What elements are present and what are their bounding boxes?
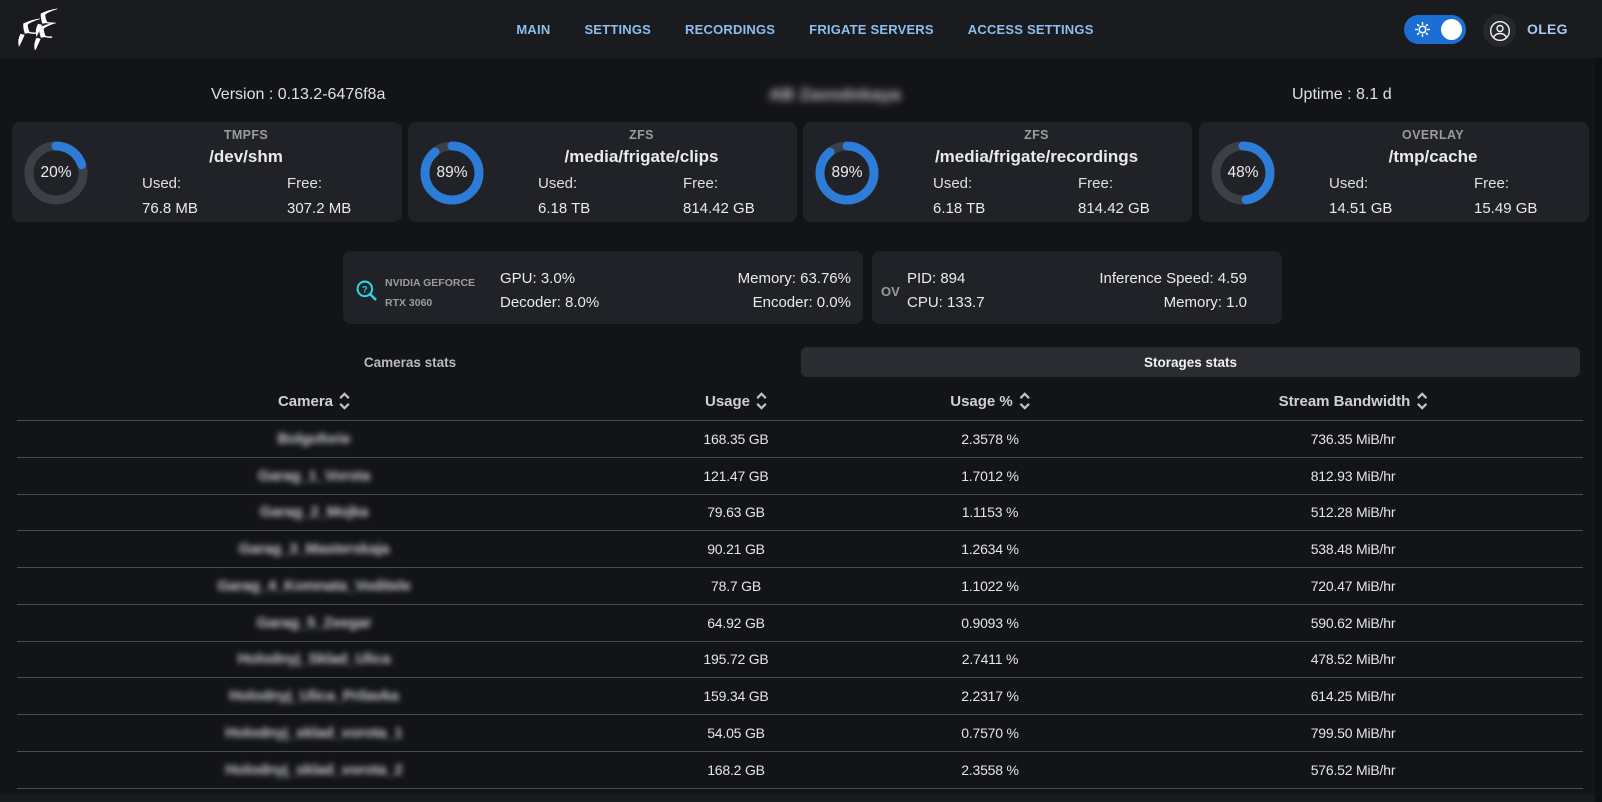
svg-text:?: ? xyxy=(362,284,368,294)
